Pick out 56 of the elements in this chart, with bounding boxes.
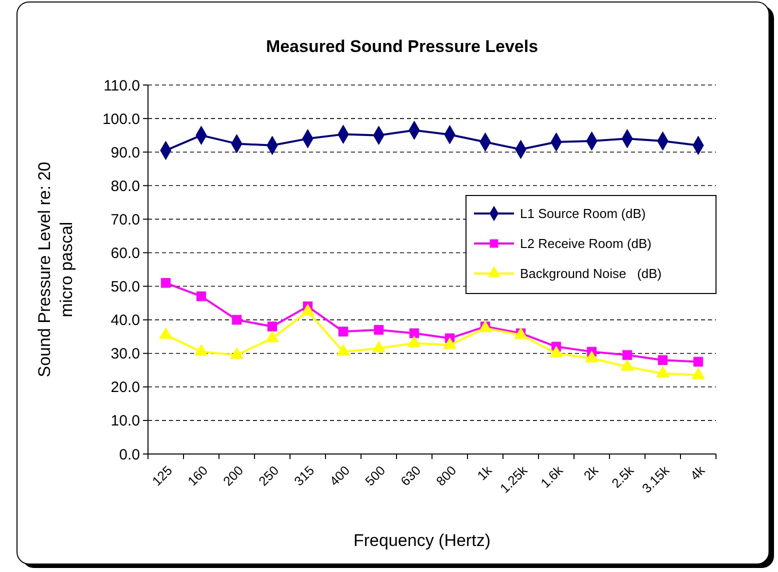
x-tick-label: 4k <box>687 462 708 484</box>
x-tick-label: 160 <box>184 462 211 489</box>
point <box>301 304 314 316</box>
point <box>336 344 350 356</box>
x-tick-label: 500 <box>362 462 388 489</box>
y-tick-label: 90.0 <box>110 144 140 162</box>
point <box>266 330 279 342</box>
y-tick-label: 0.0 <box>119 446 140 464</box>
x-tick-label: 1.6k <box>538 462 566 491</box>
point <box>622 350 632 360</box>
point <box>338 326 348 336</box>
point <box>267 322 278 332</box>
y-tick-label: 50.0 <box>110 278 140 296</box>
x-tick-label: 1k <box>474 462 495 484</box>
legend-label: L1 Source Room (dB) <box>520 206 646 222</box>
point <box>443 337 456 349</box>
y-axis-title: Sound Pressure Level re: 20 micro pascal <box>35 162 76 378</box>
y-tick-label: 80.0 <box>110 178 140 195</box>
point <box>550 346 563 358</box>
point <box>656 366 670 378</box>
point <box>409 328 420 338</box>
x-tick-label: 2k <box>580 462 602 484</box>
point <box>374 325 384 335</box>
x-axis-title: Frequency (Hertz) <box>354 531 490 550</box>
y-tick-label: 20.0 <box>110 379 140 396</box>
chart-title: Measured Sound Pressure Levels <box>266 37 538 56</box>
x-tick-label: 400 <box>326 462 353 489</box>
point <box>693 356 704 367</box>
point <box>196 291 206 302</box>
point <box>658 355 668 365</box>
y-tick-label: 10.0 <box>110 412 140 430</box>
point <box>692 368 705 380</box>
x-tick-label: 2.5k <box>608 462 637 491</box>
x-tick-label: 200 <box>220 462 246 489</box>
y-tick-label: 60.0 <box>110 244 140 262</box>
y-tick-label: 40.0 <box>110 312 140 330</box>
point <box>372 340 386 352</box>
legend-label: Background Noise (dB) <box>520 266 662 282</box>
y-tick-label: 110.0 <box>104 77 140 94</box>
point <box>585 350 598 362</box>
point <box>194 344 208 356</box>
x-tick-label: 125 <box>149 462 176 489</box>
point <box>160 278 171 288</box>
point <box>408 336 421 348</box>
point <box>230 347 244 359</box>
legend-label: L2 Receive Room (dB) <box>520 236 652 252</box>
x-tick-label: 250 <box>256 462 282 489</box>
point <box>159 327 172 339</box>
point <box>232 314 242 325</box>
x-tick-label: 630 <box>398 462 424 489</box>
y-tick-label: 70.0 <box>110 211 140 228</box>
y-tick-label: 100.0 <box>102 110 140 128</box>
y-tick-label: 30.0 <box>110 346 140 363</box>
x-tick-label: 800 <box>433 462 460 489</box>
x-tick-label: 315 <box>291 462 318 489</box>
point <box>620 359 634 371</box>
